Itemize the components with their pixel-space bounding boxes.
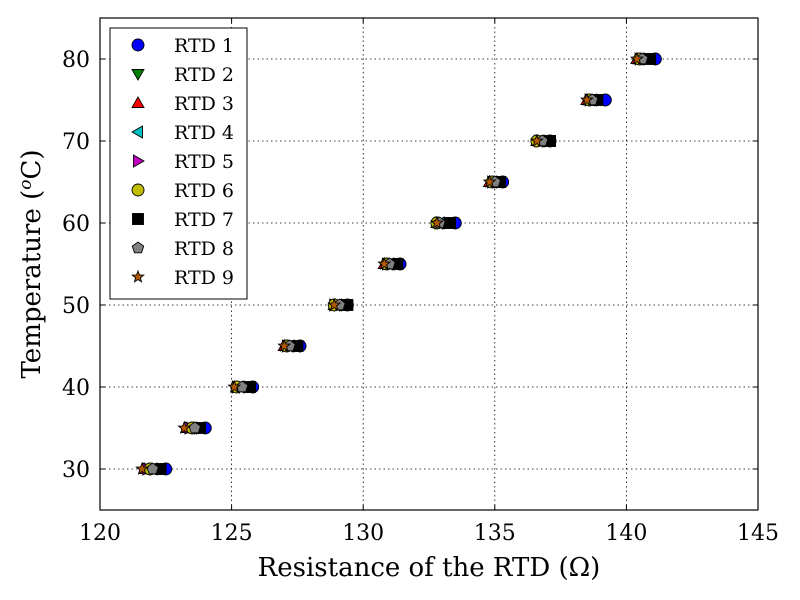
data-point (227, 379, 242, 393)
legend-marker (132, 213, 144, 225)
legend: RTD 1 RTD 2 RTD 3 RTD 4 RTD 5 RTD 6 RTD 7 RTD 8… (109, 27, 248, 300)
data-point (146, 462, 159, 475)
legend-entry-label: RTD 1 (174, 35, 234, 57)
legend-marker (131, 38, 145, 52)
y-tick-label: 60 (62, 212, 90, 237)
legend-entry-label: RTD 2 (174, 64, 234, 86)
data-point (579, 92, 594, 106)
data-point (177, 420, 192, 434)
series-rtd-9 (135, 51, 644, 475)
data-point (482, 174, 497, 188)
x-tick-label: 120 (79, 521, 121, 546)
y-axis-label: Temperature (oC) (16, 149, 47, 378)
legend-entry-label: RTD 6 (174, 180, 234, 202)
y-tick-label: 40 (62, 376, 90, 401)
x-tick-label: 125 (211, 521, 253, 546)
data-point (135, 461, 150, 475)
y-tick-label: 80 (62, 48, 90, 73)
y-tick-label: 30 (62, 458, 90, 483)
y-axis-label-suffix: C) (17, 149, 47, 179)
x-tick-label: 140 (605, 521, 647, 546)
legend-entry-label: RTD 4 (174, 122, 234, 144)
data-points (135, 51, 662, 476)
data-point (235, 380, 249, 393)
legend-marker (131, 241, 145, 254)
legend-marker (131, 125, 143, 139)
data-point (444, 217, 457, 229)
grid-lines (100, 18, 758, 510)
data-point (188, 421, 201, 434)
x-axis-label: Resistance of the RTD (Ω) (258, 553, 601, 583)
legend-entry-label: RTD 3 (174, 93, 234, 115)
y-tick-label: 50 (62, 294, 90, 319)
legend-marker (133, 154, 145, 168)
data-point (377, 256, 392, 270)
plot-frame (99, 17, 759, 511)
x-tick-label: 135 (474, 521, 516, 546)
x-tick-label: 145 (737, 521, 779, 546)
data-point (429, 215, 444, 229)
data-point (327, 297, 342, 311)
data-point (277, 338, 292, 352)
legend-entry-label: RTD 8 (174, 238, 234, 260)
legend-marker (131, 269, 145, 283)
legend-entry-label: RTD 5 (174, 151, 234, 173)
legend-entry-label: RTD 7 (174, 209, 234, 231)
x-tick-label: 130 (342, 521, 384, 546)
y-tick-label: 70 (62, 130, 90, 155)
legend-marker (131, 69, 145, 81)
legend-box (109, 27, 248, 300)
legend-marker (131, 96, 145, 108)
axis-ticks: 120 125 130 135 140 145 30 40 50 60 70 80 (62, 18, 779, 546)
data-point (629, 51, 644, 65)
data-point (529, 133, 544, 147)
legend-marker (131, 183, 145, 197)
y-axis-label-prefix: Temperature ( (17, 190, 47, 379)
y-axis-label-superscript: o (16, 180, 36, 190)
legend-entry-label: RTD 9 (174, 267, 234, 289)
